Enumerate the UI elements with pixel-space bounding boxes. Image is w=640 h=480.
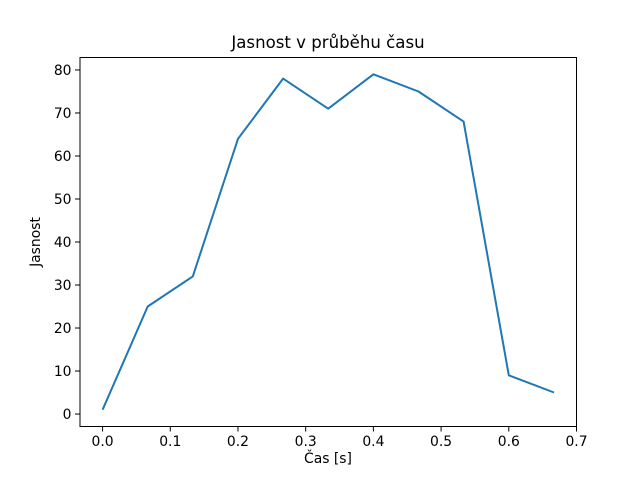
tick-label: 0.7: [565, 434, 587, 450]
axes-frame: [79, 57, 577, 427]
tick-label: 80: [54, 63, 72, 79]
tick-label: 0.6: [498, 434, 520, 450]
tick-label: 40: [54, 235, 72, 251]
tick-label: 0.1: [159, 434, 181, 450]
tick-label: 10: [54, 364, 72, 380]
tick-label: 0.0: [92, 434, 114, 450]
tick-label: 0.2: [227, 434, 249, 450]
tick-label: 0.5: [430, 434, 452, 450]
tick-label: 0: [63, 407, 72, 423]
x-axis-label: Čas [s]: [304, 449, 352, 467]
tick-label: 50: [54, 192, 72, 208]
x-axis-ticks: 0.0 0.1 0.2 0.3 0.4 0.5 0.6 0.7: [92, 426, 588, 450]
tick-label: 70: [54, 106, 72, 122]
tick-label: 20: [54, 321, 72, 337]
tick-label: 30: [54, 278, 72, 294]
tick-label: 60: [54, 149, 72, 165]
y-axis-ticks: 0 10 20 30 40 50 60 70 80: [54, 63, 80, 423]
tick-label: 0.3: [295, 434, 317, 450]
y-axis-label: Jasnost: [28, 217, 44, 268]
tick-label: 0.4: [362, 434, 384, 450]
data-series-line: [101, 73, 555, 411]
chart-title: Jasnost v průběhu času: [230, 33, 424, 52]
